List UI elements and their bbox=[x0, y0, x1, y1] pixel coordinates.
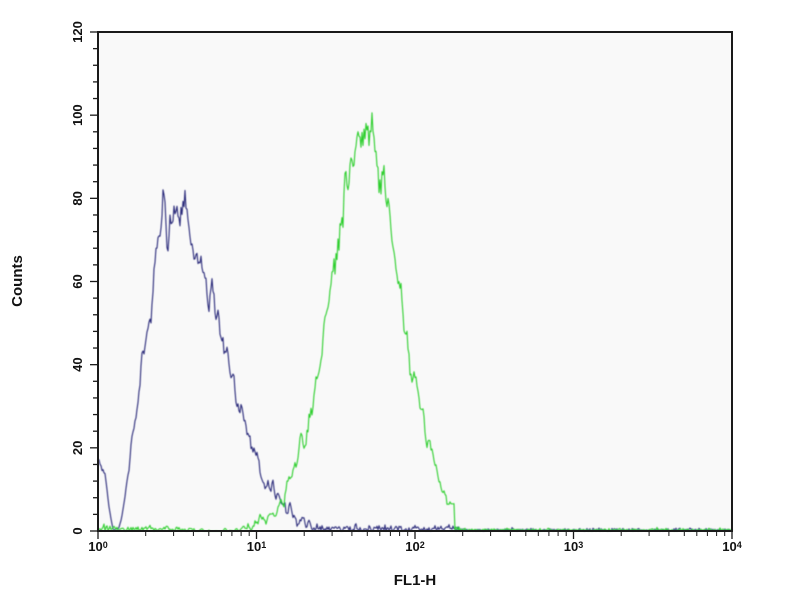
svg-text:80: 80 bbox=[70, 191, 85, 205]
svg-text:FL1-H: FL1-H bbox=[394, 572, 437, 589]
svg-text:100: 100 bbox=[88, 539, 107, 554]
svg-text:60: 60 bbox=[70, 274, 85, 288]
svg-text:Counts: Counts bbox=[9, 255, 26, 307]
svg-text:100: 100 bbox=[70, 104, 85, 126]
svg-text:40: 40 bbox=[70, 357, 85, 371]
svg-text:0: 0 bbox=[70, 527, 85, 534]
svg-text:103: 103 bbox=[564, 539, 583, 554]
svg-text:101: 101 bbox=[247, 539, 266, 554]
svg-text:20: 20 bbox=[70, 441, 85, 455]
svg-text:102: 102 bbox=[405, 539, 424, 554]
svg-text:104: 104 bbox=[722, 539, 741, 554]
svg-text:120: 120 bbox=[70, 21, 85, 43]
